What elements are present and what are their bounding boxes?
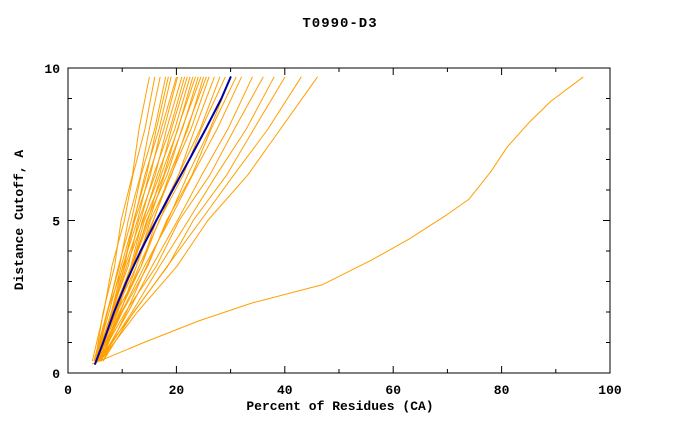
series-model-22 bbox=[94, 76, 226, 362]
x-tick-label: 100 bbox=[598, 383, 622, 398]
x-tick-label: 40 bbox=[277, 383, 293, 398]
series-model-27 bbox=[97, 76, 264, 362]
series-model-19 bbox=[94, 76, 210, 362]
series-model-04 bbox=[94, 76, 167, 362]
y-tick-label: 10 bbox=[44, 62, 60, 77]
x-tick-label: 20 bbox=[169, 383, 185, 398]
series-model-07 bbox=[93, 76, 177, 362]
series-model-08 bbox=[95, 76, 178, 362]
series-model-28 bbox=[100, 76, 275, 362]
series-model-outlier bbox=[91, 76, 584, 365]
y-tick-label: 5 bbox=[52, 215, 60, 230]
series-model-02 bbox=[91, 76, 156, 362]
y-tick-label: 0 bbox=[52, 367, 60, 382]
series-highlight bbox=[94, 76, 232, 365]
series-model-23 bbox=[102, 76, 232, 362]
series-model-30 bbox=[97, 76, 302, 362]
x-tick-label: 80 bbox=[494, 383, 510, 398]
series-model-06 bbox=[94, 76, 172, 362]
x-axis-label: Percent of Residues (CA) bbox=[246, 399, 434, 414]
series-model-01 bbox=[94, 76, 150, 362]
series-model-18 bbox=[96, 76, 207, 362]
chart-title: T0990-D3 bbox=[302, 16, 378, 32]
series-model-16 bbox=[94, 76, 202, 362]
series-model-24 bbox=[98, 76, 237, 362]
series-model-31 bbox=[100, 76, 318, 362]
series-model-10 bbox=[94, 76, 185, 362]
x-tick-label: 60 bbox=[385, 383, 401, 398]
series-model-25 bbox=[94, 76, 242, 362]
x-tick-label: 0 bbox=[64, 383, 72, 398]
series-model-26 bbox=[100, 76, 253, 362]
series-lines bbox=[91, 76, 584, 365]
axes: 0 20 40 60 80 100 0 5 10 bbox=[44, 62, 622, 398]
